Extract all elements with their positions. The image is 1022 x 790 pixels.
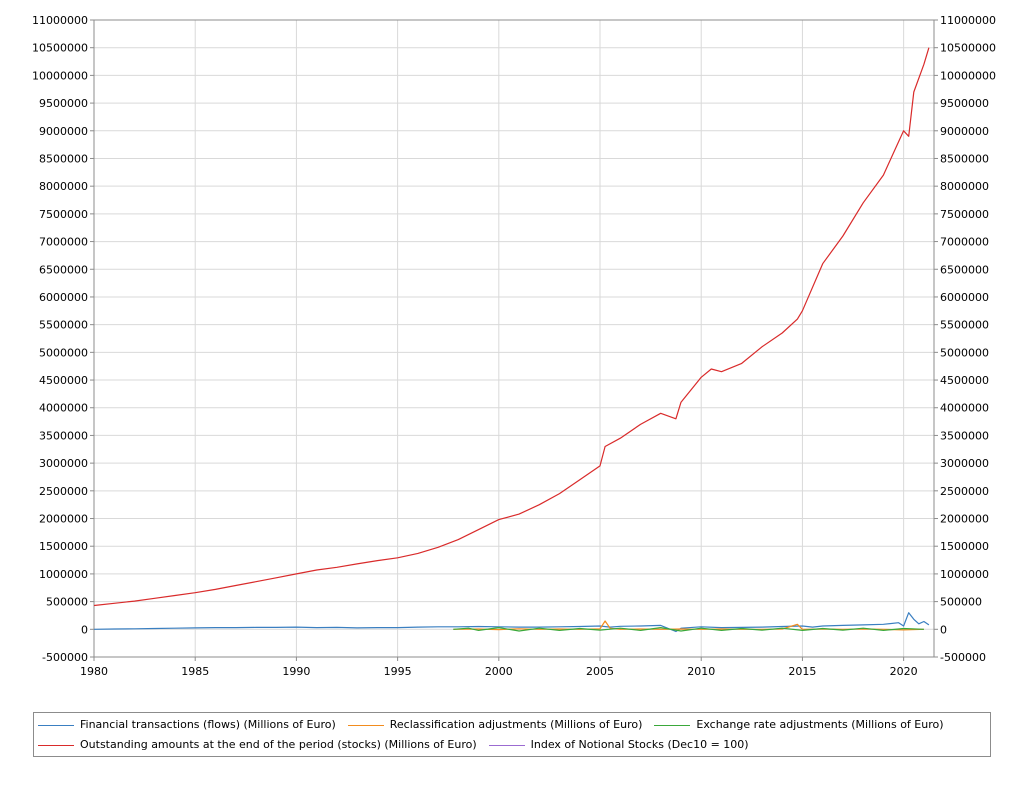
series-line-exchange-rate-adjustments bbox=[453, 626, 924, 632]
x-tick-label: 1995 bbox=[384, 665, 412, 678]
x-tick-label: 2015 bbox=[788, 665, 816, 678]
y-tick-label-left: 8000000 bbox=[39, 180, 88, 193]
plot-frame bbox=[93, 19, 935, 658]
y-tick-label-right: -500000 bbox=[940, 651, 986, 664]
y-tick-label-right: 8000000 bbox=[940, 180, 989, 193]
series-lines bbox=[93, 47, 930, 633]
y-tick-label-right: 3000000 bbox=[940, 457, 989, 470]
legend-entry-financial-transactions: Financial transactions (flows) (Millions… bbox=[34, 718, 336, 732]
y-tick-label-right: 7000000 bbox=[940, 236, 989, 249]
legend-swatch-exchange-rate-adjustments bbox=[654, 724, 691, 726]
y-tick-label-left: 5000000 bbox=[39, 346, 88, 359]
legend-entry-outstanding-amounts: Outstanding amounts at the end of the pe… bbox=[34, 738, 477, 752]
plot-area bbox=[94, 20, 934, 657]
y-tick-label-left: 5500000 bbox=[39, 319, 88, 332]
x-tick-label: 2000 bbox=[485, 665, 513, 678]
legend-swatch-reclassification-adjustments bbox=[347, 724, 384, 726]
y-tick-label-right: 2000000 bbox=[940, 513, 989, 526]
y-tick-label-left: 4500000 bbox=[39, 374, 88, 387]
y-tick-label-right: 5000000 bbox=[940, 346, 989, 359]
x-tick-label: 2010 bbox=[687, 665, 715, 678]
series-line-financial-transactions bbox=[93, 612, 930, 633]
y-tick-label-left: 6500000 bbox=[39, 263, 88, 276]
y-tick-label-left: 9500000 bbox=[39, 97, 88, 110]
y-tick-label-left: -500000 bbox=[42, 651, 88, 664]
y-tick-label-left: 1500000 bbox=[39, 540, 88, 553]
y-tick-label-left: 500000 bbox=[46, 596, 88, 609]
y-tick-label-right: 500000 bbox=[940, 596, 982, 609]
y-tick-label-right: 5500000 bbox=[940, 319, 989, 332]
y-tick-label-right: 10500000 bbox=[940, 42, 996, 55]
y-tick-label-right: 11000000 bbox=[940, 14, 996, 27]
y-tick-label-left: 0 bbox=[81, 623, 88, 636]
y-tick-label-right: 6500000 bbox=[940, 263, 989, 276]
series-line-outstanding-amounts-at-the-end-of-the-period bbox=[93, 47, 930, 607]
y-tick-label-left: 8500000 bbox=[39, 152, 88, 165]
x-tick-label: 1990 bbox=[282, 665, 310, 678]
y-tick-label-left: 10000000 bbox=[32, 69, 88, 82]
legend-swatch-index-of-notional-stocks bbox=[488, 744, 525, 746]
y-tick-label-left: 4000000 bbox=[39, 402, 88, 415]
legend-label-index-of-notional-stocks: Index of Notional Stocks (Dec10 = 100) bbox=[530, 738, 749, 751]
y-tick-label-right: 8500000 bbox=[940, 152, 989, 165]
x-tick-label: 2020 bbox=[890, 665, 918, 678]
y-tick-label-left: 11000000 bbox=[32, 14, 88, 27]
y-tick-label-right: 9500000 bbox=[940, 97, 989, 110]
y-tick-label-left: 6000000 bbox=[39, 291, 88, 304]
y-tick-label-right: 1000000 bbox=[940, 568, 989, 581]
y-tick-label-right: 9000000 bbox=[940, 125, 989, 138]
x-tick-label: 1985 bbox=[181, 665, 209, 678]
legend-label-exchange-rate-adjustments: Exchange rate adjustments (Millions of E… bbox=[696, 718, 944, 731]
legend-label-outstanding-amounts: Outstanding amounts at the end of the pe… bbox=[80, 738, 477, 751]
x-tick-label: 1980 bbox=[80, 665, 108, 678]
legend: Financial transactions (flows) (Millions… bbox=[33, 712, 991, 757]
legend-swatch-outstanding-amounts bbox=[38, 744, 74, 746]
y-tick-label-left: 7000000 bbox=[39, 236, 88, 249]
y-tick-label-left: 3500000 bbox=[39, 429, 88, 442]
legend-entry-reclassification-adjustments: Reclassification adjustments (Millions o… bbox=[344, 718, 643, 732]
y-tick-label-left: 9000000 bbox=[39, 125, 88, 138]
y-tick-label-right: 2500000 bbox=[940, 485, 989, 498]
y-tick-label-left: 7500000 bbox=[39, 208, 88, 221]
legend-label-reclassification-adjustments: Reclassification adjustments (Millions o… bbox=[389, 718, 643, 731]
y-tick-label-right: 6000000 bbox=[940, 291, 989, 304]
y-tick-label-right: 0 bbox=[940, 623, 947, 636]
y-tick-label-left: 2500000 bbox=[39, 485, 88, 498]
y-tick-label-right: 1500000 bbox=[940, 540, 989, 553]
y-tick-label-right: 4500000 bbox=[940, 374, 989, 387]
y-tick-label-left: 1000000 bbox=[39, 568, 88, 581]
y-tick-label-left: 10500000 bbox=[32, 42, 88, 55]
legend-label-financial-transactions: Financial transactions (flows) (Millions… bbox=[80, 718, 336, 731]
y-tick-label-right: 10000000 bbox=[940, 69, 996, 82]
y-tick-label-left: 3000000 bbox=[39, 457, 88, 470]
y-tick-label-right: 3500000 bbox=[940, 429, 989, 442]
x-tick-label: 2005 bbox=[586, 665, 614, 678]
y-tick-label-right: 7500000 bbox=[940, 208, 989, 221]
y-tick-label-right: 4000000 bbox=[940, 402, 989, 415]
legend-entry-index-of-notional-stocks: Index of Notional Stocks (Dec10 = 100) bbox=[485, 738, 749, 752]
legend-entry-exchange-rate-adjustments: Exchange rate adjustments (Millions of E… bbox=[650, 718, 944, 732]
y-tick-label-left: 2000000 bbox=[39, 513, 88, 526]
legend-swatch-financial-transactions bbox=[38, 724, 74, 726]
